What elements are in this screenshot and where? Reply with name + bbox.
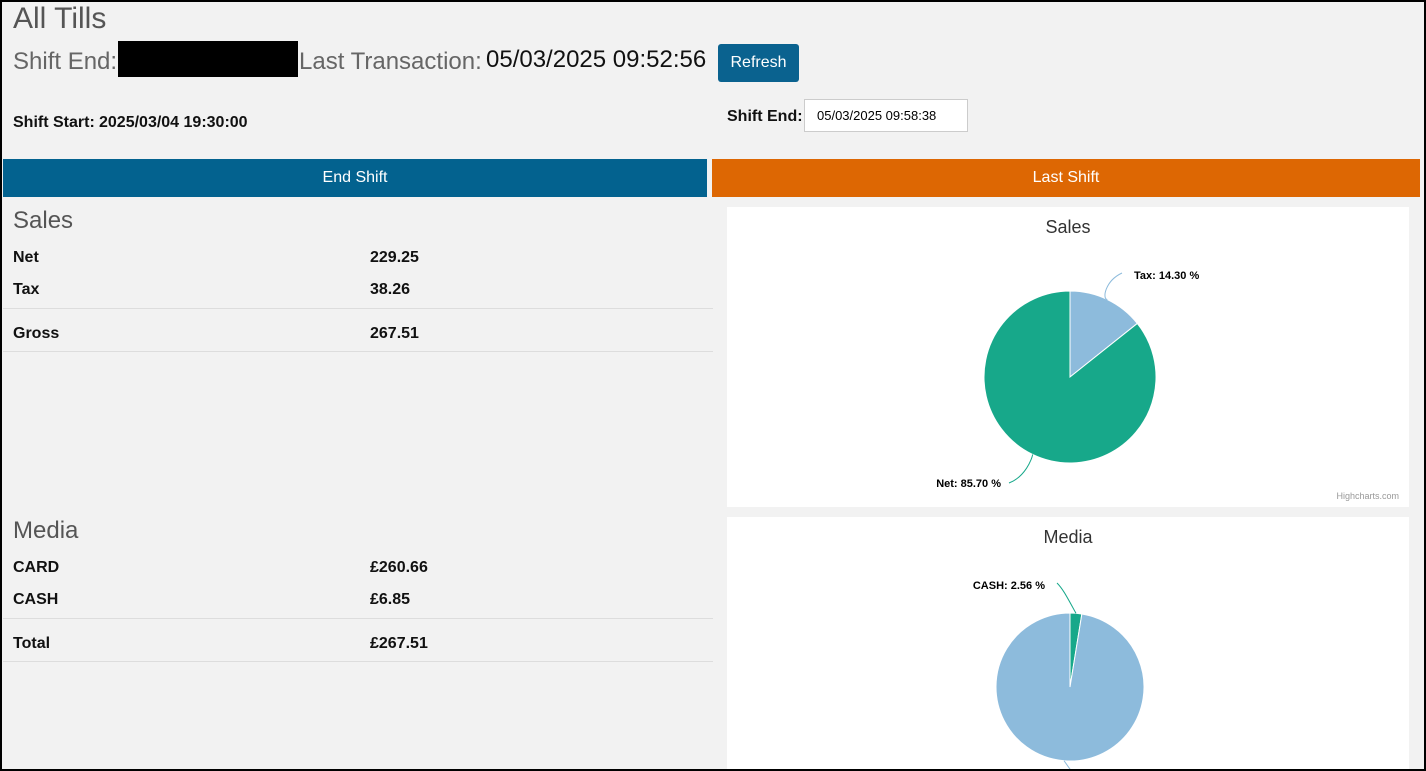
- data-label: Tax: 14.30 %: [1134, 270, 1199, 282]
- shift-start-value: 2025/03/04 19:30:00: [99, 114, 248, 131]
- shift-end-input[interactable]: [804, 99, 968, 132]
- refresh-button[interactable]: Refresh: [718, 44, 799, 82]
- last-shift-button[interactable]: Last Shift: [712, 159, 1420, 197]
- page-title: All Tills: [13, 2, 107, 35]
- connector-line: [1008, 454, 1034, 484]
- last-transaction-value: 05/03/2025 09:52:56: [486, 46, 707, 73]
- table-row: Net 229.25: [3, 242, 713, 274]
- media-pie-svg: CASH: 2.56 %: [973, 580, 1145, 769]
- row-label: Total: [13, 635, 51, 652]
- row-label: Gross: [13, 325, 60, 342]
- shift-start-label: Shift Start:: [13, 114, 95, 131]
- divider: [3, 308, 713, 309]
- divider: [3, 661, 713, 662]
- table-row: Gross 267.51: [3, 318, 713, 350]
- row-value: £260.66: [370, 559, 428, 576]
- sales-section-title: Sales: [13, 207, 74, 234]
- media-section-title: Media: [13, 517, 79, 544]
- row-label: CARD: [13, 559, 60, 576]
- row-value: 38.26: [370, 281, 411, 298]
- connector-line: [1063, 760, 1071, 769]
- last-transaction-label: Last Transaction:: [299, 48, 482, 75]
- chart-title: Sales: [1045, 217, 1091, 237]
- redacted-box: [118, 41, 298, 77]
- connector-line: [1104, 272, 1123, 301]
- row-label: Tax: [13, 281, 40, 298]
- pie-slice-tax[interactable]: [1069, 290, 1138, 379]
- table-row: Total £267.51: [3, 628, 713, 660]
- pie-slice-card[interactable]: [995, 612, 1145, 762]
- chart-credits[interactable]: Highcharts.com: [1336, 491, 1399, 501]
- row-label: CASH: [13, 591, 59, 608]
- row-label: Net: [13, 249, 39, 266]
- row-value: 267.51: [370, 325, 419, 342]
- row-value: £267.51: [370, 635, 428, 652]
- data-label: CASH: 2.56 %: [973, 580, 1045, 592]
- connector-line: [1056, 582, 1077, 614]
- divider: [3, 351, 713, 352]
- table-row: CARD £260.66: [3, 552, 713, 584]
- data-label: Net: 85.70 %: [936, 478, 1001, 490]
- row-value: £6.85: [370, 591, 411, 608]
- divider: [3, 618, 713, 619]
- table-row: CASH £6.85: [3, 584, 713, 616]
- shift-end-label: Shift End:: [13, 48, 118, 75]
- shift-end-field-label: Shift End:: [727, 108, 803, 125]
- row-value: 229.25: [370, 249, 419, 266]
- media-chart: Media CASH: 2.56 %: [727, 517, 1409, 769]
- table-row: Tax 38.26: [3, 274, 713, 306]
- sales-chart: Sales Tax: 14.30 % Net: 85.70 % Highchart…: [727, 207, 1409, 507]
- sales-pie-svg: Tax: 14.30 % Net: 85.70 %: [936, 270, 1199, 490]
- end-shift-button[interactable]: End Shift: [3, 159, 707, 197]
- chart-title: Media: [1043, 527, 1093, 547]
